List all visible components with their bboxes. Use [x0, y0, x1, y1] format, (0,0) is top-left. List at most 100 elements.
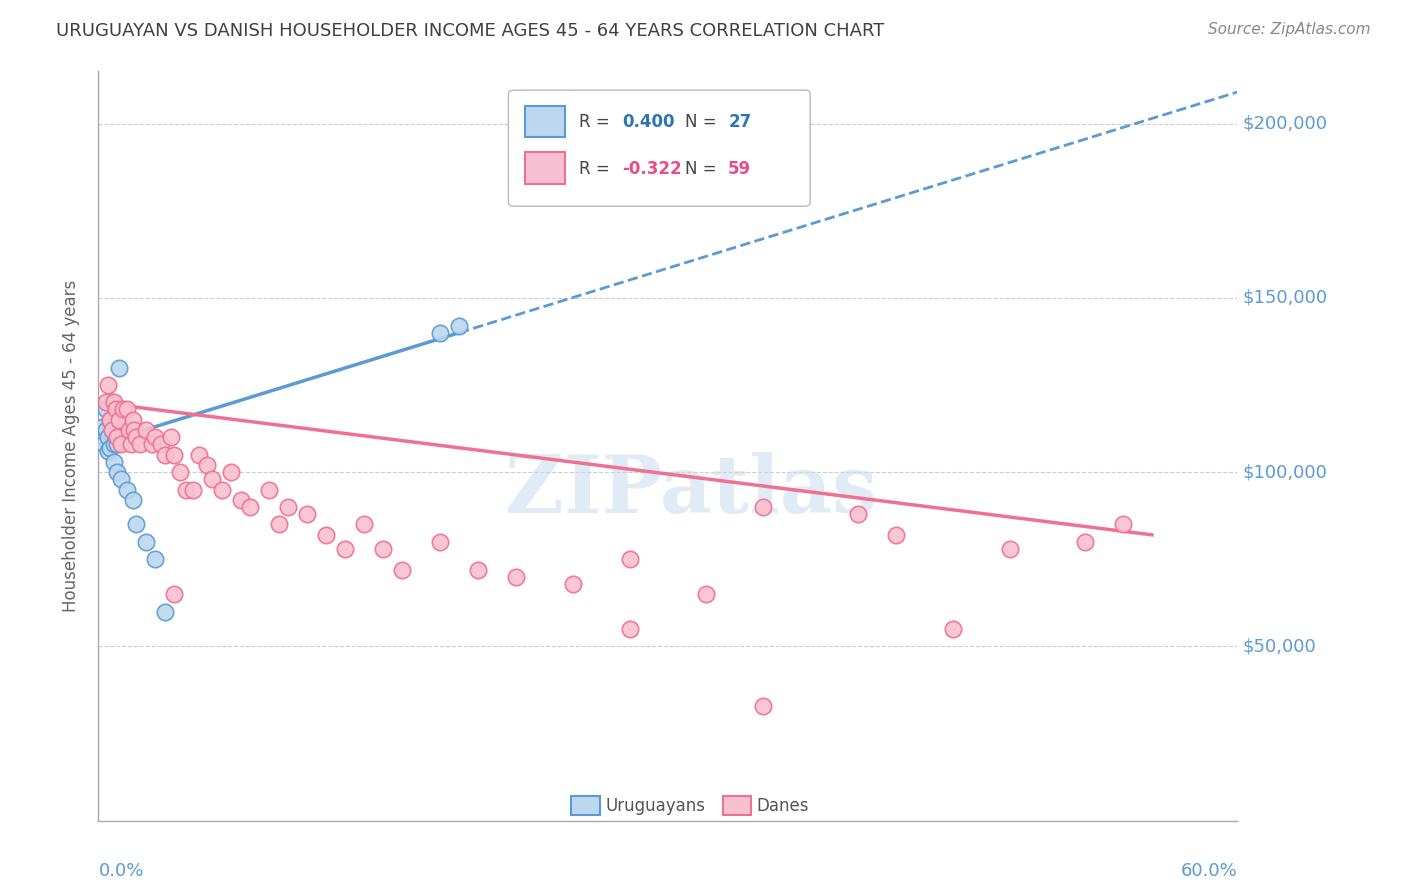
Point	[201, 472, 224, 486]
Point	[229, 493, 252, 508]
Point	[121, 493, 143, 508]
Text: R =: R =	[579, 160, 614, 178]
Point	[752, 698, 775, 713]
Point	[188, 448, 211, 462]
Point	[505, 570, 527, 584]
Text: N =: N =	[685, 160, 721, 178]
Point	[259, 483, 281, 497]
Point	[1074, 534, 1097, 549]
Point	[371, 541, 394, 556]
Point	[135, 423, 157, 437]
Point	[1112, 517, 1135, 532]
Point	[174, 483, 197, 497]
Point	[221, 465, 243, 479]
Point	[100, 423, 122, 437]
Bar	[571, 796, 599, 814]
Point	[449, 318, 471, 333]
Point	[125, 517, 148, 532]
Point	[195, 458, 218, 472]
Point	[998, 541, 1021, 556]
Point	[129, 437, 152, 451]
Point	[104, 430, 127, 444]
Text: $150,000: $150,000	[1243, 289, 1329, 307]
Point	[163, 448, 186, 462]
Point	[98, 413, 121, 427]
Point	[103, 437, 125, 451]
Bar	[526, 153, 565, 184]
Point	[125, 430, 148, 444]
Point	[619, 622, 641, 636]
Point	[183, 483, 205, 497]
Point	[103, 395, 125, 409]
Point	[429, 326, 451, 340]
Point	[619, 552, 641, 566]
Point	[97, 430, 120, 444]
Point	[884, 528, 907, 542]
Point	[104, 402, 127, 417]
Text: $100,000: $100,000	[1243, 463, 1327, 481]
Y-axis label: Householder Income Ages 45 - 64 years: Householder Income Ages 45 - 64 years	[62, 280, 80, 612]
Point	[115, 483, 138, 497]
Point	[91, 420, 114, 434]
Bar	[526, 106, 565, 137]
Point	[110, 437, 132, 451]
Point	[97, 378, 120, 392]
Point	[353, 517, 375, 532]
Point	[846, 507, 869, 521]
Text: -0.322: -0.322	[623, 160, 682, 178]
Point	[695, 587, 717, 601]
FancyBboxPatch shape	[509, 90, 810, 206]
Text: 27: 27	[728, 113, 751, 131]
Text: 0.400: 0.400	[623, 113, 675, 131]
Point	[297, 507, 319, 521]
Point	[153, 605, 176, 619]
Point	[153, 448, 176, 462]
Point	[135, 534, 157, 549]
Point	[267, 517, 290, 532]
Text: N =: N =	[685, 113, 721, 131]
Point	[211, 483, 233, 497]
Text: ZIPatlas: ZIPatlas	[505, 452, 877, 530]
Text: URUGUAYAN VS DANISH HOUSEHOLDER INCOME AGES 45 - 64 YEARS CORRELATION CHART: URUGUAYAN VS DANISH HOUSEHOLDER INCOME A…	[56, 22, 884, 40]
Point	[145, 552, 167, 566]
Point	[121, 413, 143, 427]
Text: 0.0%: 0.0%	[98, 862, 143, 880]
Point	[108, 413, 131, 427]
Point	[429, 534, 451, 549]
Point	[277, 500, 299, 514]
Point	[118, 423, 141, 437]
Point	[100, 395, 122, 409]
Text: $200,000: $200,000	[1243, 115, 1329, 133]
Point	[94, 395, 117, 409]
Text: $50,000: $50,000	[1243, 638, 1317, 656]
Point	[97, 444, 120, 458]
Point	[98, 413, 121, 427]
Bar	[723, 796, 751, 814]
Point	[335, 541, 357, 556]
Point	[562, 576, 585, 591]
Point	[159, 430, 181, 444]
Point	[169, 465, 191, 479]
Point	[752, 500, 775, 514]
Point	[391, 563, 413, 577]
Point	[315, 528, 337, 542]
Point	[141, 437, 163, 451]
Text: 60.0%: 60.0%	[1181, 862, 1237, 880]
Text: Danes: Danes	[756, 797, 810, 814]
Point	[98, 441, 121, 455]
Point	[107, 430, 129, 444]
Point	[145, 430, 167, 444]
Point	[107, 437, 129, 451]
Point	[112, 402, 135, 417]
Point	[103, 455, 125, 469]
Text: Uruguayans: Uruguayans	[605, 797, 706, 814]
Text: Source: ZipAtlas.com: Source: ZipAtlas.com	[1208, 22, 1371, 37]
Point	[110, 472, 132, 486]
Point	[93, 437, 115, 451]
Point	[115, 402, 138, 417]
Point	[124, 423, 146, 437]
Text: 59: 59	[728, 160, 751, 178]
Point	[104, 413, 127, 427]
Point	[150, 437, 173, 451]
Point	[163, 587, 186, 601]
